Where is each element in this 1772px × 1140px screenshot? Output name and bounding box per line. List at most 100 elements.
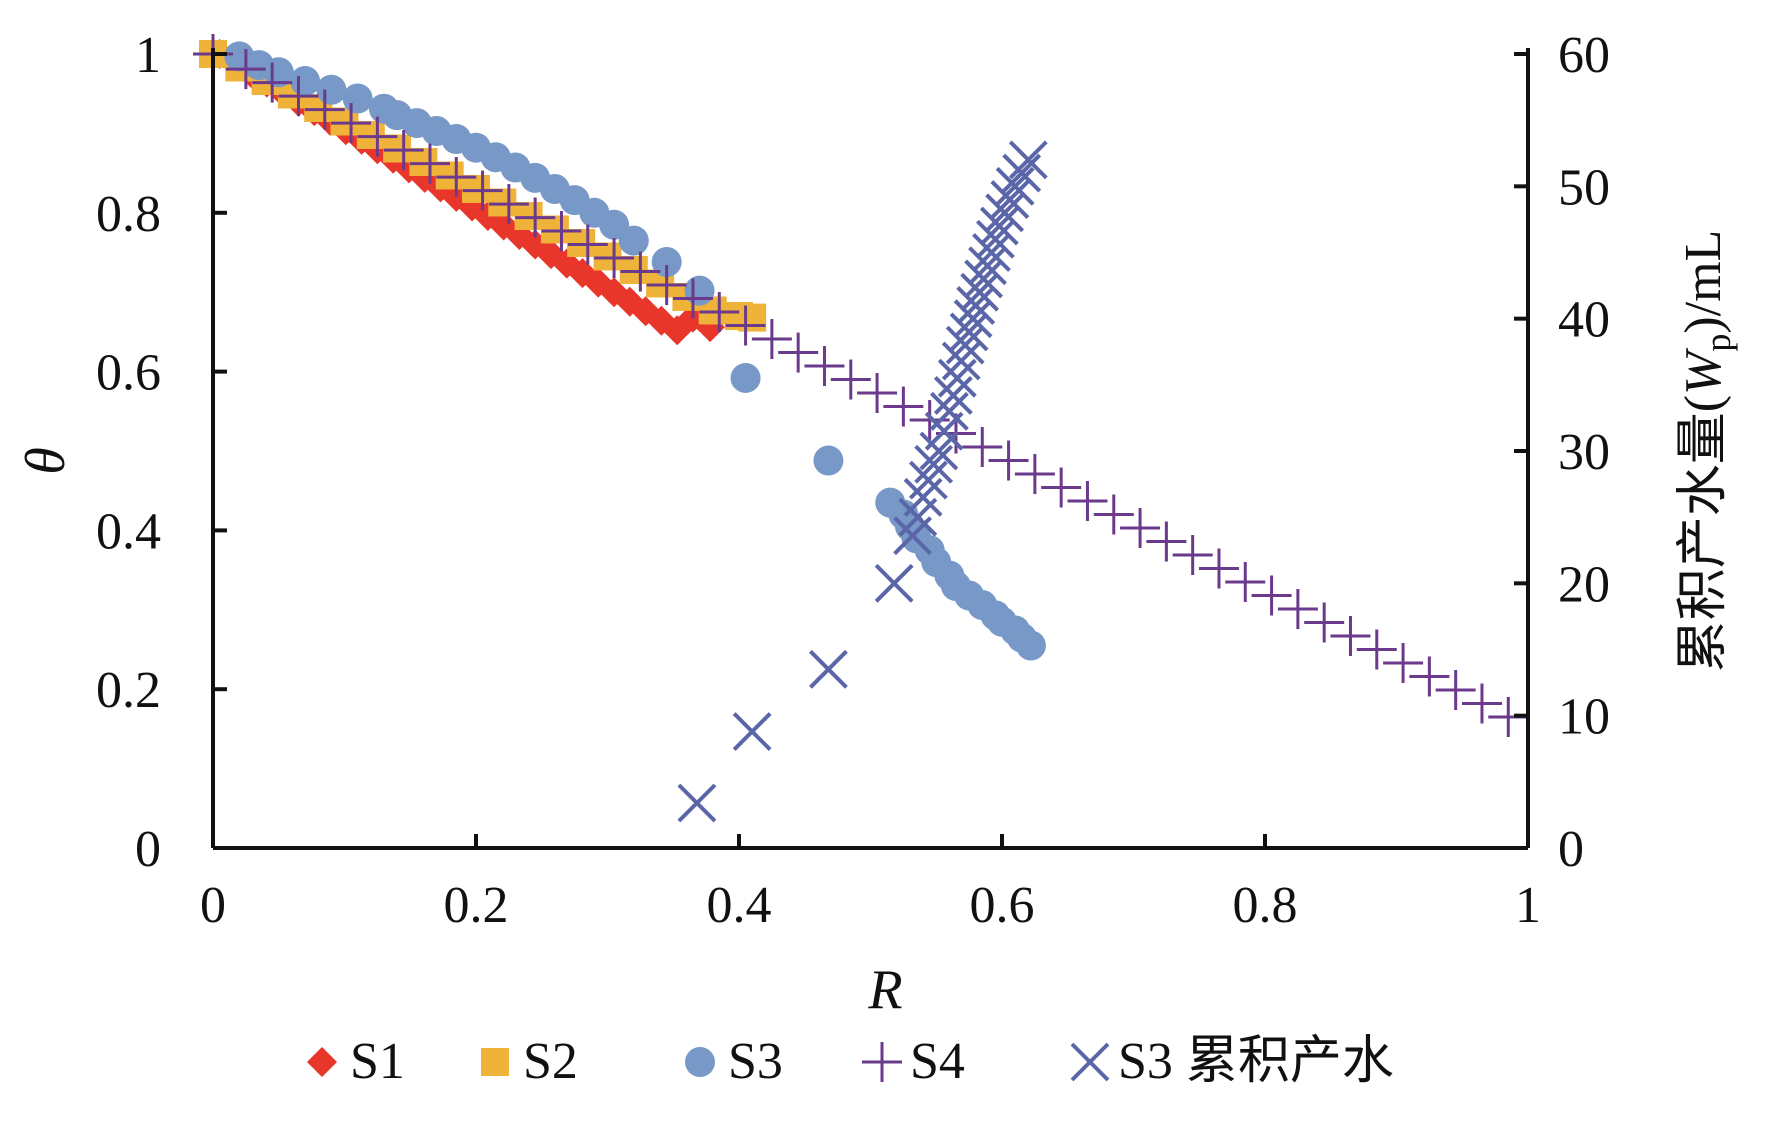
legend-label-3: S4 [910, 1033, 965, 1090]
data-point-s3-40 [1251, 575, 1292, 616]
legend-label-0: S1 [350, 1033, 405, 1090]
y-tick-label-2: 0.4 [96, 503, 161, 560]
data-point-s1-21 [738, 303, 767, 332]
data-point-s3-16 [620, 251, 661, 292]
data-point-s3-3 [278, 76, 319, 117]
data-point-s3-38 [1198, 548, 1239, 589]
data-point-s3-19 [699, 292, 740, 333]
data-point-s3-10 [462, 170, 503, 211]
legend-marker-4 [1070, 1042, 1110, 1082]
data-point-s3-14 [567, 224, 608, 265]
data-point-s3-39 [1225, 562, 1266, 603]
series-s3-累积产水 [677, 140, 1048, 823]
data-point-s3-20 [725, 305, 766, 346]
data-point-s3-30 [988, 440, 1029, 481]
data-point-s3-12 [515, 197, 556, 238]
legend-label-1: S2 [523, 1033, 578, 1090]
data-point-s3-36 [1146, 521, 1187, 562]
data-point-s2-21 [684, 275, 715, 306]
data-point-s4-23 [976, 219, 1015, 259]
y2-tick-label-4: 40 [1558, 292, 1610, 349]
legend-label-2: S3 [728, 1033, 783, 1090]
data-point-s4-18 [956, 286, 996, 325]
data-point-s3-2 [252, 62, 293, 103]
data-point-s4-29 [1008, 140, 1048, 180]
y-tick-label-3: 0.6 [96, 345, 161, 402]
data-point-s3-45 [1383, 642, 1424, 683]
legend-label-4: S3 累积产水 [1118, 1033, 1394, 1090]
data-point-s3-18 [672, 278, 713, 319]
data-point-s1-7 [383, 134, 412, 163]
plot-area [193, 34, 1529, 823]
data-point-s3-26 [883, 386, 924, 427]
data-point-s2-38 [1015, 630, 1046, 661]
data-point-s3-25 [857, 373, 898, 414]
data-point-s0-21 [535, 239, 566, 270]
y-axis-title: θ [15, 447, 77, 475]
data-point-s2-19 [618, 225, 649, 256]
legend-marker-0 [307, 1047, 337, 1077]
data-point-s2-20 [651, 247, 682, 278]
y2-tick-label-3: 30 [1558, 424, 1610, 481]
data-point-s3-37 [1172, 535, 1213, 576]
data-point-s1-14 [567, 228, 596, 257]
data-point-s3-8 [409, 143, 450, 184]
y-tick-label-1: 0.2 [96, 662, 161, 719]
data-point-s3-6 [357, 116, 398, 157]
data-point-s3-15 [594, 238, 635, 279]
data-point-s3-46 [1409, 656, 1450, 697]
data-point-s4-28 [1002, 153, 1042, 193]
legend-item-4: S3 累积产水 [1070, 1033, 1394, 1090]
data-point-s4-16 [949, 312, 989, 352]
x-axis-title: R [867, 959, 902, 1021]
data-point-s1-8 [409, 147, 438, 176]
data-point-s3-17 [646, 265, 687, 306]
y-tick-label-4: 0.8 [96, 186, 161, 243]
data-point-s4-13 [937, 358, 977, 398]
data-point-s2-3 [290, 65, 321, 96]
x-tick-label-1: 0.2 [444, 877, 509, 934]
data-point-s4-22 [972, 233, 1011, 272]
data-point-s4-1 [732, 712, 772, 751]
data-point-s3-34 [1093, 494, 1134, 535]
data-point-s1-12 [514, 201, 543, 230]
data-point-s3-44 [1356, 629, 1397, 670]
series-s2 [199, 40, 767, 332]
data-point-s3-9 [436, 157, 477, 198]
data-point-s3-32 [1041, 467, 1082, 508]
data-point-s4-17 [953, 299, 993, 339]
y2-tick-label-1: 10 [1558, 689, 1610, 746]
data-point-s3-11 [488, 184, 529, 225]
y2-tick-label-6: 60 [1558, 27, 1610, 84]
data-point-s4-25 [985, 193, 1025, 233]
y2-tick-label-0: 0 [1558, 821, 1584, 878]
data-point-s4-19 [960, 272, 1000, 312]
data-point-s1-9 [435, 161, 464, 190]
data-point-s3-35 [1120, 508, 1161, 549]
data-point-s1-15 [593, 242, 622, 271]
data-point-s4-26 [990, 180, 1030, 219]
legend: S1 S2 S3 S4 S3 累积产水 [307, 1033, 1394, 1090]
data-point-s3-7 [383, 130, 424, 171]
x-tick-label-5: 1 [1515, 877, 1541, 934]
data-point-s3-31 [1014, 454, 1055, 495]
legend-marker-2 [685, 1047, 715, 1077]
data-point-s3-42 [1304, 602, 1345, 643]
y2-axis-title: 累积产水量(Wp)/mL [1675, 230, 1738, 673]
data-point-s3-29 [962, 427, 1003, 468]
data-point-s3-22 [778, 332, 819, 373]
data-point-s1-10 [462, 174, 490, 203]
legend-item-3: S4 [862, 1033, 965, 1090]
data-point-s3-24 [830, 359, 871, 400]
data-point-s1-16 [619, 255, 648, 284]
y2-tick-label-2: 20 [1558, 556, 1610, 613]
data-point-s3-13 [541, 211, 582, 252]
data-point-s3-21 [751, 319, 792, 360]
y-tick-label-5: 1 [135, 27, 161, 84]
legend-marker-3 [862, 1042, 902, 1082]
data-point-s4-21 [968, 246, 1007, 286]
data-point-s2-4 [316, 74, 347, 105]
y2-tick-label-5: 50 [1558, 159, 1610, 216]
series-s4 [193, 34, 1529, 737]
